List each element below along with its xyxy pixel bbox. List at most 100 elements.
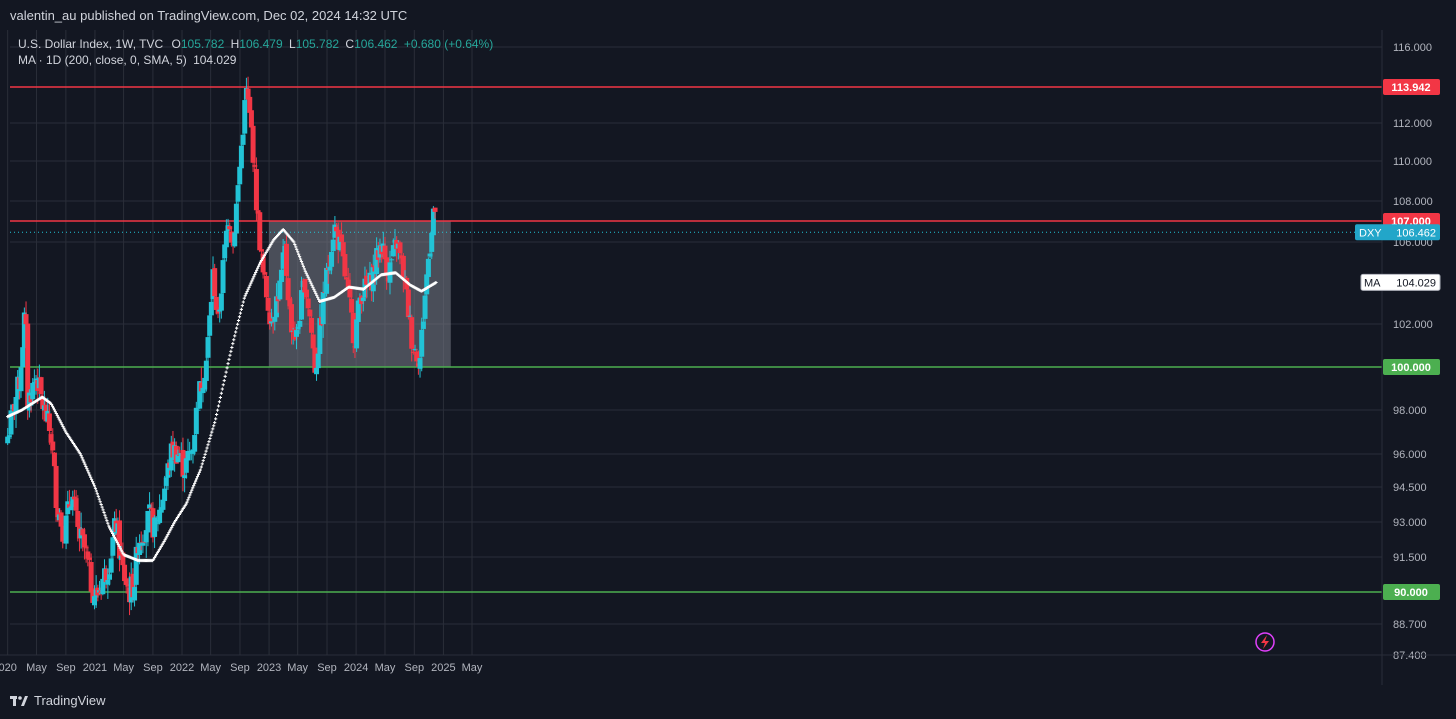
- ma-point: [241, 300, 245, 304]
- ma-point: [184, 502, 188, 506]
- ma-point: [221, 383, 225, 387]
- ma-point: [200, 462, 204, 466]
- candle-body: [354, 319, 360, 349]
- y-tick-label: 94.500: [1393, 482, 1427, 494]
- ma-point: [233, 334, 237, 338]
- candle-body: [162, 488, 168, 502]
- candle-body: [287, 298, 293, 307]
- candle-body: [237, 166, 243, 185]
- ma-point: [172, 522, 176, 526]
- candle-body: [197, 381, 203, 409]
- ma-point: [94, 489, 98, 493]
- ma-point: [250, 279, 254, 283]
- horizontal-levels: [10, 86, 1382, 593]
- candle-body: [310, 334, 316, 349]
- candle-body: [40, 395, 46, 409]
- ma-point: [248, 283, 252, 287]
- ma-point: [434, 280, 438, 285]
- ma-tag-name: MA: [1364, 277, 1381, 289]
- lightning-icon-bolt: [1261, 635, 1269, 649]
- candle-body: [273, 296, 279, 318]
- ma-point: [108, 526, 112, 530]
- ma-point: [84, 464, 88, 469]
- x-tick-label: May: [287, 662, 308, 674]
- ma-point: [201, 459, 205, 463]
- ma-point: [98, 500, 102, 504]
- candle-body: [304, 289, 310, 298]
- ma-point: [292, 240, 296, 244]
- ma-point: [61, 424, 65, 429]
- ma-point: [191, 486, 195, 490]
- ma-point: [315, 293, 319, 298]
- candle-body: [160, 499, 166, 510]
- ma-point: [218, 395, 223, 400]
- candle-body: [180, 449, 186, 477]
- ma-point: [269, 242, 273, 246]
- candle-body: [417, 358, 423, 369]
- ma-point: [203, 452, 207, 456]
- ma-point: [105, 519, 109, 523]
- ma-point: [50, 404, 55, 408]
- candle-body: [81, 534, 87, 548]
- ma-point: [85, 467, 89, 471]
- ma-point: [91, 482, 96, 486]
- legend-close-value: 106.462: [354, 37, 398, 51]
- candle-body: [25, 323, 31, 409]
- legend-low-value: 105.782: [295, 37, 340, 51]
- ma-point: [102, 510, 106, 515]
- ma-point: [190, 488, 194, 492]
- ma-point: [88, 473, 92, 477]
- candle-body: [420, 321, 426, 329]
- price-tag-name: DXY: [1359, 227, 1382, 239]
- level-tag-bg: [1383, 359, 1440, 375]
- legend-symbol: U.S. Dollar Index, 1W, TVC: [18, 37, 164, 51]
- ma-point: [312, 287, 316, 291]
- ma-point: [78, 452, 82, 456]
- ma-point: [211, 427, 215, 431]
- ma-point: [219, 391, 223, 395]
- level-tag-bg: [1383, 79, 1440, 95]
- candle-body: [30, 382, 36, 400]
- ma-point: [168, 529, 172, 533]
- x-tick-label: May: [200, 662, 221, 674]
- ma-point: [256, 266, 260, 270]
- tradingview-logo[interactable]: TradingView: [10, 693, 106, 708]
- ma-point: [53, 410, 57, 414]
- candle-body: [283, 243, 289, 276]
- ma-point: [305, 273, 309, 277]
- ma-point: [255, 268, 259, 273]
- candle-body: [212, 268, 218, 297]
- ma-point: [95, 492, 99, 496]
- ma-point: [56, 415, 60, 419]
- candle-body: [350, 312, 356, 344]
- ma-point: [63, 428, 67, 432]
- candle-body: [344, 277, 350, 280]
- ma-point: [97, 497, 101, 501]
- x-tick-label: 2022: [170, 662, 194, 674]
- candle-body: [143, 530, 149, 543]
- candle-body: [110, 537, 116, 556]
- ma-point: [54, 411, 58, 416]
- candle-body: [314, 367, 320, 375]
- candle-body: [424, 274, 430, 295]
- y-tick-label: 108.000: [1393, 196, 1433, 208]
- ma-point: [92, 484, 97, 488]
- y-tick-label: 91.500: [1393, 552, 1427, 564]
- candle-body: [193, 407, 199, 435]
- legend-open-label: O: [171, 37, 181, 51]
- lightning-icon: [1255, 632, 1275, 652]
- ma-point: [256, 264, 261, 268]
- ma-point: [234, 330, 238, 334]
- candle-body: [68, 506, 74, 510]
- candlestick-chart[interactable]: 116.000112.000110.000108.000106.000102.0…: [0, 30, 1456, 685]
- ma-point: [186, 498, 190, 502]
- legend-ma-label: MA · 1D (200, close, 0, SMA, 5): [18, 53, 187, 67]
- candle-body: [107, 574, 113, 580]
- ma-point: [194, 479, 198, 483]
- candle-body: [245, 88, 251, 100]
- y-tick-label: 110.000: [1393, 156, 1432, 168]
- ma-point: [239, 307, 243, 311]
- ma-point: [99, 502, 103, 507]
- candle-body: [257, 212, 263, 251]
- ma-point: [217, 400, 222, 404]
